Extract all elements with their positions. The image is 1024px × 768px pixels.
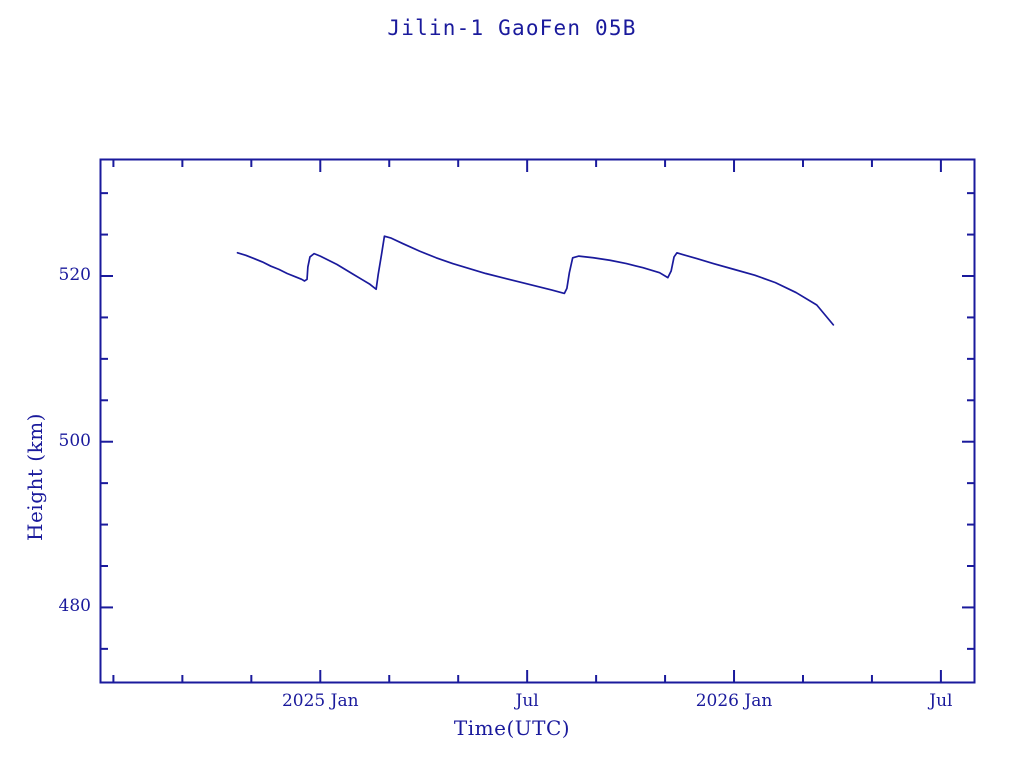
x-tick-label: 2025 Jan [281,691,359,711]
height-data-line [236,235,835,326]
page-title: Jilin-1 GaoFen 05B [387,16,637,40]
y-tick-label: 520 [58,265,91,285]
plot-frame [99,158,976,684]
x-tick-label: 2026 Jan [695,691,773,711]
x-tick-label: Jul [515,691,539,711]
x-axis-ticks [112,160,942,682]
y-tick-label: 480 [58,596,91,617]
y-axis-ticks [101,192,974,650]
data-series-group [236,235,835,326]
x-axis-title: Time(UTC) [453,716,571,740]
y-axis-title: Height (km) [23,413,47,541]
y-tick-label: 500 [58,430,91,451]
plot-border [99,158,976,684]
x-tick-label: Jul [929,691,953,711]
